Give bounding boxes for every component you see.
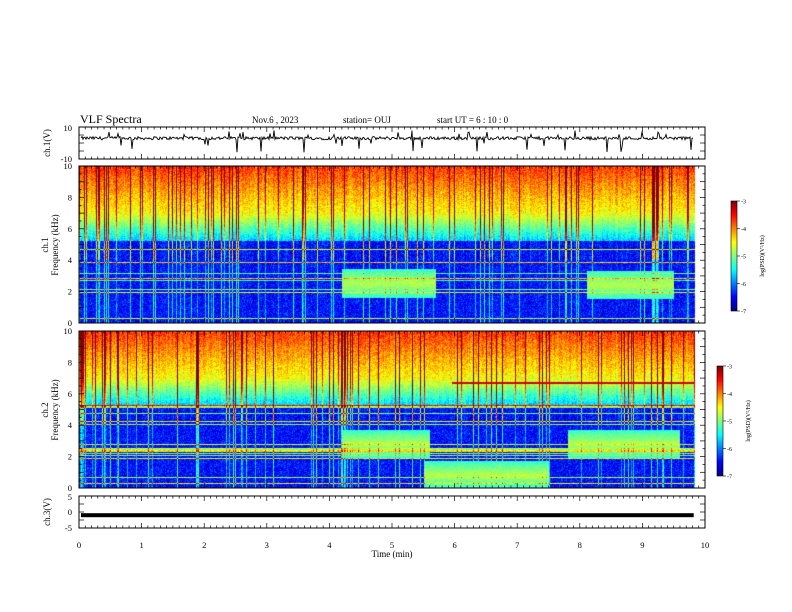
ch2-colorbar <box>716 365 724 477</box>
frequency-tick-label: 8 <box>68 357 72 367</box>
ch2-channel-label: ch.2 <box>40 402 50 417</box>
ch1-spectrogram-ticks <box>78 165 706 324</box>
colorbar-tick-label: -7 <box>741 310 746 316</box>
header-date: Nov.6 , 2023 <box>252 115 299 125</box>
figure-title: VLF Spectra <box>80 112 142 126</box>
ch2-spectrogram-ticks <box>78 330 706 489</box>
time-tick-label: 3 <box>265 540 269 550</box>
frequency-tick-label: 8 <box>68 192 72 202</box>
ch1-colorbar-ticks: -3 -4 -5 -6 -7 <box>737 200 746 316</box>
ch1-spectrogram-image <box>79 166 705 323</box>
colorbar-tick-label: -4 <box>727 392 732 398</box>
ch3-waveform-panel: 5 0 -5 ch.3(V) <box>42 492 706 533</box>
header-station: station= OUJ <box>343 115 391 125</box>
colorbar-tick-label: -4 <box>741 227 746 233</box>
ch2-frequency-axis-label: Frequency (kHz) <box>50 379 60 440</box>
ch2-colorbar-label: log(PSD)(V²/Hz) <box>745 400 752 441</box>
time-tick-label: 0 <box>77 540 81 550</box>
ch3-ytick-mid: 0 <box>68 507 72 517</box>
ch3-waveform-ticks <box>78 495 706 529</box>
ch1-waveform-line <box>80 130 694 153</box>
time-tick-label: 7 <box>515 540 519 550</box>
ch3-waveform-ylabel: ch.3(V) <box>42 498 52 526</box>
ch2-spectrogram-image <box>79 331 705 488</box>
ch1-frequency-tick-labels: 0 2 4 6 8 10 <box>64 161 73 328</box>
colorbar-tick-label: -6 <box>727 447 732 453</box>
frequency-tick-label: 10 <box>64 161 73 171</box>
frequency-tick-label: 4 <box>68 420 73 430</box>
time-tick-label: 10 <box>701 540 710 550</box>
header-start-time: start UT = 6 : 10 : 0 <box>437 115 509 125</box>
ch3-ytick-top: 5 <box>68 492 72 502</box>
colorbar-tick-label: -7 <box>727 475 732 481</box>
time-tick-label: 4 <box>327 540 332 550</box>
colorbar-tick-label: -6 <box>741 282 746 288</box>
time-tick-label: 2 <box>202 540 206 550</box>
ch2-colorbar-ticks: -3 -4 -5 -6 -7 <box>723 365 732 481</box>
ch2-frequency-tick-labels: 0 2 4 6 8 10 <box>64 326 73 493</box>
time-tick-label: 8 <box>578 540 582 550</box>
frequency-tick-label: 2 <box>68 452 72 462</box>
time-tick-label: 1 <box>139 540 143 550</box>
frequency-tick-label: 6 <box>68 224 72 234</box>
ch1-waveform-ticks <box>78 126 706 160</box>
ch3-waveform-line <box>81 513 694 518</box>
ch1-ytick-bottom: -10 <box>61 154 72 164</box>
ch1-colorbar-label: log(PSD)(V²/Hz) <box>759 235 766 276</box>
ch1-frequency-axis-label: Frequency (kHz) <box>50 214 60 275</box>
frequency-tick-label: 0 <box>68 318 72 328</box>
colorbar-tick-label: -5 <box>741 255 746 261</box>
frequency-tick-label: 4 <box>68 255 73 265</box>
frequency-tick-label: 0 <box>68 483 72 493</box>
time-tick-label: 9 <box>640 540 644 550</box>
ch1-channel-label: ch.1 <box>40 237 50 252</box>
time-tick-label: 5 <box>390 540 394 550</box>
ch1-waveform-ylabel: ch.1(V) <box>42 129 52 157</box>
time-axis-tick-labels: 0 1 2 3 4 5 6 7 8 9 10 <box>77 540 709 550</box>
colorbar-tick-label: -5 <box>727 420 732 426</box>
time-tick-label: 6 <box>452 540 456 550</box>
colorbar-tick-label: -3 <box>727 365 732 371</box>
ch1-waveform-panel: 10 -10 ch.1(V) <box>42 123 706 164</box>
frequency-tick-label: 2 <box>68 287 72 297</box>
colorbar-tick-label: -3 <box>741 200 746 206</box>
frequency-tick-label: 6 <box>68 389 72 399</box>
time-axis-label: Time (min) <box>372 549 413 559</box>
ch1-colorbar <box>730 200 738 312</box>
ch3-ytick-bottom: -5 <box>65 523 72 533</box>
frequency-tick-label: 10 <box>64 326 73 336</box>
ch1-ytick-top: 10 <box>64 123 73 133</box>
